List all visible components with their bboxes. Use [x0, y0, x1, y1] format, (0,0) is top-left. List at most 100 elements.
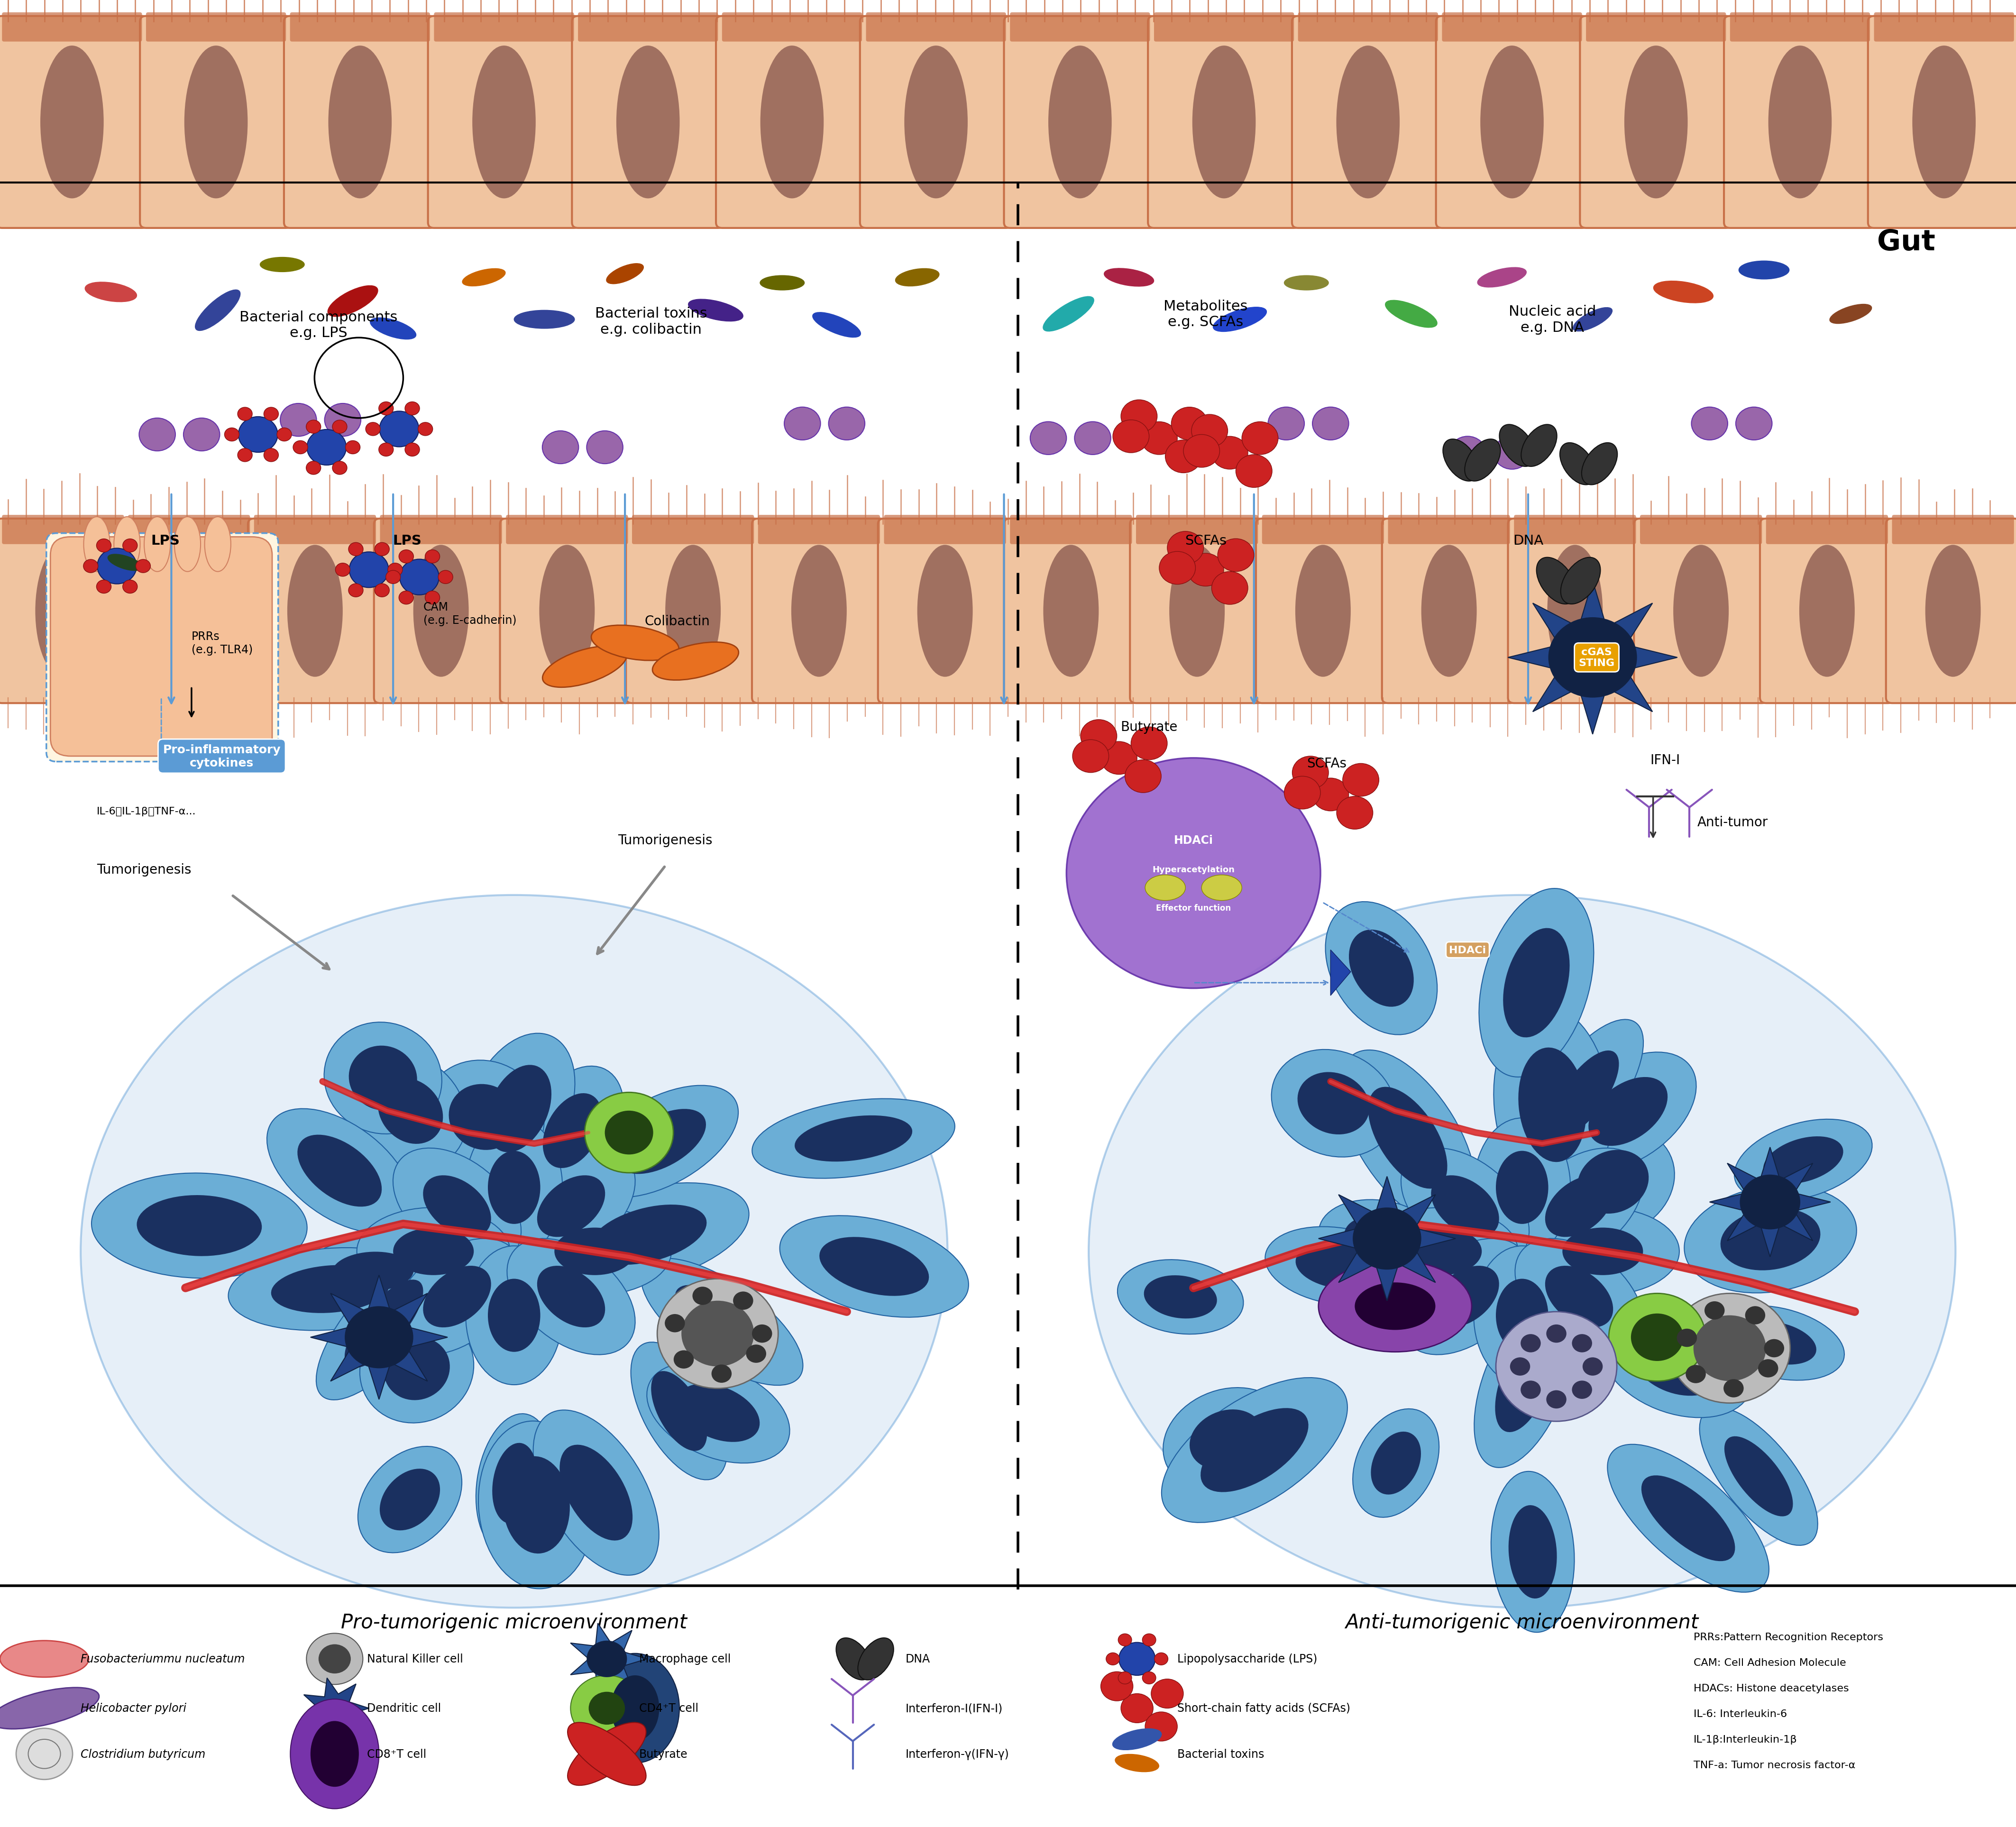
Ellipse shape — [161, 544, 218, 678]
Ellipse shape — [591, 625, 679, 661]
Ellipse shape — [1266, 1226, 1411, 1306]
Circle shape — [1337, 797, 1373, 829]
Ellipse shape — [1478, 269, 1526, 287]
FancyBboxPatch shape — [1262, 515, 1383, 544]
Ellipse shape — [1589, 1078, 1667, 1146]
Ellipse shape — [462, 269, 506, 287]
Ellipse shape — [790, 544, 847, 678]
Circle shape — [345, 440, 361, 455]
Circle shape — [1496, 1312, 1617, 1421]
Circle shape — [657, 1279, 778, 1389]
FancyBboxPatch shape — [506, 515, 629, 544]
Text: Pro-inflammatory
cytokines: Pro-inflammatory cytokines — [163, 744, 280, 769]
Circle shape — [712, 1365, 732, 1383]
Ellipse shape — [85, 283, 137, 301]
FancyBboxPatch shape — [1010, 515, 1133, 544]
Circle shape — [1520, 1381, 1540, 1399]
FancyBboxPatch shape — [633, 515, 754, 544]
FancyBboxPatch shape — [758, 515, 879, 544]
Circle shape — [1236, 455, 1272, 488]
FancyBboxPatch shape — [1147, 16, 1300, 228]
Circle shape — [1685, 1365, 1706, 1383]
Circle shape — [1583, 1357, 1603, 1376]
Circle shape — [385, 570, 401, 585]
Circle shape — [665, 1314, 685, 1332]
FancyBboxPatch shape — [433, 13, 575, 42]
Ellipse shape — [40, 46, 103, 199]
FancyBboxPatch shape — [1766, 515, 1887, 544]
Ellipse shape — [1913, 46, 1976, 199]
Circle shape — [306, 1633, 363, 1684]
Circle shape — [589, 1692, 625, 1725]
Circle shape — [1740, 1175, 1800, 1230]
Ellipse shape — [1560, 1052, 1695, 1171]
Text: Pro-tumorigenic microenvironment: Pro-tumorigenic microenvironment — [341, 1613, 687, 1632]
Ellipse shape — [270, 1264, 389, 1314]
FancyBboxPatch shape — [1129, 519, 1264, 703]
Circle shape — [264, 407, 278, 420]
Ellipse shape — [329, 46, 391, 199]
Ellipse shape — [1552, 1127, 1675, 1237]
Text: Bacterial toxins: Bacterial toxins — [1177, 1748, 1264, 1759]
Ellipse shape — [1431, 1266, 1500, 1328]
Text: SCFAs: SCFAs — [1306, 756, 1347, 771]
FancyBboxPatch shape — [1887, 519, 2016, 703]
Circle shape — [437, 570, 454, 585]
Circle shape — [97, 581, 111, 594]
Ellipse shape — [611, 1675, 659, 1741]
Ellipse shape — [780, 1215, 968, 1317]
Ellipse shape — [1169, 544, 1226, 678]
Text: LPS: LPS — [151, 533, 179, 548]
Ellipse shape — [1683, 1186, 1857, 1294]
Ellipse shape — [0, 1641, 89, 1677]
Text: Bacterial toxins
e.g. colibactin: Bacterial toxins e.g. colibactin — [595, 307, 708, 336]
Ellipse shape — [1577, 1149, 1649, 1213]
Ellipse shape — [591, 1653, 679, 1763]
Ellipse shape — [206, 517, 232, 572]
Circle shape — [587, 431, 623, 464]
Ellipse shape — [1105, 269, 1153, 287]
Circle shape — [1353, 1208, 1421, 1270]
Text: TNF-a: Tumor necrosis factor-α: TNF-a: Tumor necrosis factor-α — [1693, 1759, 1855, 1770]
Text: Fusobacteriummu nucleatum: Fusobacteriummu nucleatum — [81, 1653, 244, 1664]
Text: Colibactin: Colibactin — [645, 614, 710, 628]
Ellipse shape — [1768, 46, 1833, 199]
Text: Bacterial components
e.g. LPS: Bacterial components e.g. LPS — [240, 311, 397, 340]
Ellipse shape — [585, 1085, 738, 1199]
FancyBboxPatch shape — [867, 13, 1006, 42]
Ellipse shape — [607, 263, 643, 285]
Ellipse shape — [569, 1723, 645, 1785]
FancyBboxPatch shape — [1256, 519, 1391, 703]
Circle shape — [829, 407, 865, 440]
Circle shape — [1218, 539, 1254, 572]
Ellipse shape — [508, 1147, 635, 1264]
Circle shape — [1212, 437, 1248, 470]
Ellipse shape — [1325, 903, 1437, 1034]
Circle shape — [1107, 1653, 1119, 1664]
Ellipse shape — [760, 46, 825, 199]
Text: IL-1β:Interleukin-1β: IL-1β:Interleukin-1β — [1693, 1734, 1796, 1745]
FancyBboxPatch shape — [129, 515, 250, 544]
Text: HDACi: HDACi — [1173, 835, 1214, 846]
Circle shape — [571, 1675, 643, 1741]
Circle shape — [734, 1292, 754, 1310]
Circle shape — [752, 1325, 772, 1343]
FancyBboxPatch shape — [1383, 519, 1516, 703]
Ellipse shape — [196, 290, 240, 331]
Circle shape — [1312, 407, 1349, 440]
FancyBboxPatch shape — [379, 515, 502, 544]
Ellipse shape — [1516, 1147, 1643, 1264]
Circle shape — [1704, 1301, 1724, 1319]
Ellipse shape — [859, 1639, 893, 1679]
Polygon shape — [1318, 1177, 1456, 1301]
Circle shape — [1292, 756, 1329, 789]
FancyBboxPatch shape — [1869, 16, 2016, 228]
Text: Anti-tumorigenic microenvironment: Anti-tumorigenic microenvironment — [1345, 1613, 1699, 1632]
FancyBboxPatch shape — [1387, 515, 1510, 544]
Text: CAM: Cell Adhesion Molecule: CAM: Cell Adhesion Molecule — [1693, 1657, 1847, 1668]
Circle shape — [1119, 1633, 1131, 1646]
Ellipse shape — [818, 1237, 929, 1295]
FancyBboxPatch shape — [1435, 16, 1589, 228]
Ellipse shape — [488, 1151, 540, 1224]
Circle shape — [425, 592, 439, 605]
